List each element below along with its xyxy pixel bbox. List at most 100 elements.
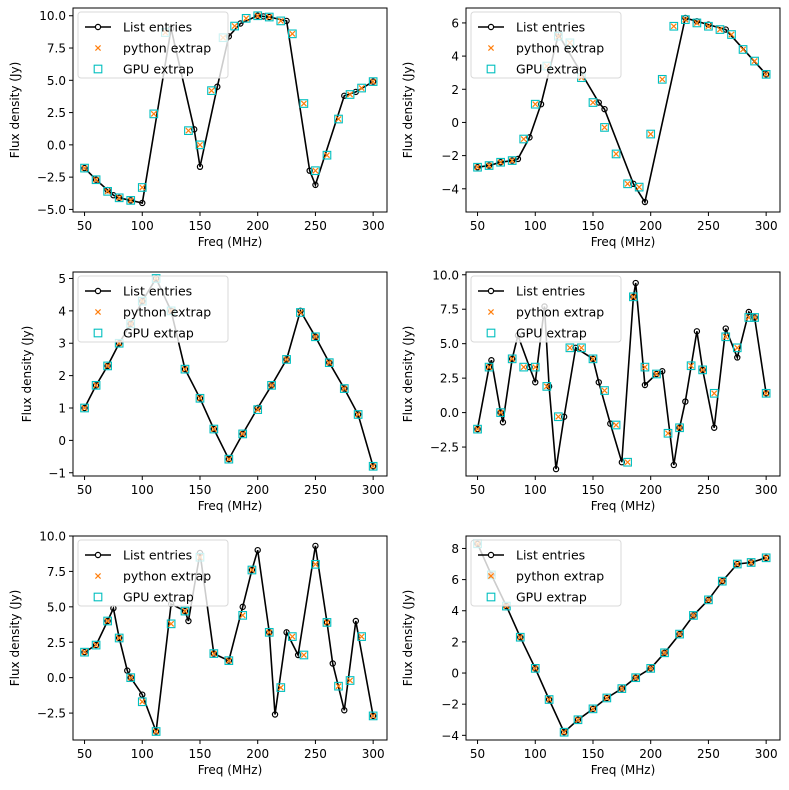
x-tick-label: 300 [362, 219, 385, 233]
data-point-python-extrap [355, 411, 362, 418]
data-point-list-entries [682, 398, 689, 405]
data-point-python-extrap [690, 612, 697, 619]
data-point-list-entries [537, 100, 545, 108]
data-point-python-extrap [532, 101, 539, 108]
data-point-gpu-extrap [588, 354, 598, 364]
data-point-gpu-extrap [704, 21, 713, 31]
data-point-list-entries [92, 176, 100, 183]
y-axis-label: Flux density (Jy) [401, 326, 415, 423]
data-point-list-entries [369, 712, 377, 720]
data-point-gpu-extrap [640, 362, 650, 372]
x-tick-label: 150 [582, 483, 605, 497]
data-point-gpu-extrap [717, 576, 727, 586]
data-point-python-extrap [370, 712, 377, 719]
data-point-python-extrap [520, 135, 527, 143]
data-point-gpu-extrap [602, 693, 612, 703]
data-point-python-extrap [711, 390, 718, 397]
data-point-python-extrap [497, 159, 504, 166]
data-point-gpu-extrap [542, 382, 552, 391]
data-point-gpu-extrap [287, 29, 297, 39]
data-point-list-entries [601, 105, 608, 113]
data-point-list-entries [283, 356, 290, 363]
data-point-list-entries [139, 691, 146, 698]
x-tick-label: 50 [470, 219, 485, 233]
legend-marker-list-entries [94, 23, 102, 31]
data-point-python-extrap [509, 157, 516, 164]
data-point-python-extrap [624, 180, 631, 187]
data-point-list-entries [254, 12, 261, 19]
data-point-list-entries [747, 559, 755, 566]
legend-label: List entries [516, 20, 585, 35]
plot-frame [72, 271, 388, 477]
legend-marker-list-entries [487, 23, 495, 31]
legend-marker-gpu-extrap [486, 328, 496, 338]
data-point-list-entries [641, 381, 649, 389]
data-point-python-extrap [763, 390, 770, 397]
data-point-gpu-extrap [617, 684, 627, 693]
data-point-list-entries [341, 92, 348, 99]
data-point-gpu-extrap [496, 157, 505, 167]
legend-label: python extrap [516, 41, 604, 56]
data-point-list-entries [239, 430, 246, 438]
data-point-list-entries [329, 660, 336, 667]
legend-label: GPU extrap [123, 326, 194, 341]
y-axis-label: Flux density (Jy) [401, 590, 415, 687]
data-point-gpu-extrap [646, 129, 656, 139]
y-tick-label: 6 [451, 16, 459, 30]
data-point-python-extrap [266, 629, 273, 636]
data-point-gpu-extrap [238, 429, 248, 439]
y-tick-label: 0 [451, 667, 459, 681]
data-point-python-extrap [613, 150, 620, 157]
legend-marker-python-extrap [94, 572, 102, 580]
data-point-list-entries [127, 197, 134, 204]
data-point-list-entries [312, 333, 319, 340]
data-point-gpu-extrap [224, 454, 234, 464]
data-point-python-extrap [728, 31, 735, 38]
data-point-gpu-extrap [623, 179, 632, 189]
data-point-python-extrap [81, 649, 88, 656]
data-point-gpu-extrap [588, 704, 598, 714]
legend-label: List entries [516, 548, 585, 563]
data-point-python-extrap [509, 355, 516, 362]
data-point-python-extrap [705, 23, 712, 30]
data-point-python-extrap [664, 430, 672, 437]
data-point-python-extrap [116, 194, 123, 201]
data-point-python-extrap [150, 110, 157, 117]
data-point-python-extrap [268, 382, 275, 389]
data-point-gpu-extrap [299, 99, 309, 108]
data-point-python-extrap [751, 58, 758, 65]
chart-panel-5: 50 100 150 200 250 300 −2.5 0.0 2.5 5.0 7.5 10.0 Fre… [8, 530, 388, 777]
y-tick-label: −5.0 [37, 203, 66, 217]
legend-label: GPU extrap [123, 590, 194, 605]
data-point-list-entries [196, 395, 204, 402]
y-tick-label: 0 [58, 434, 66, 448]
data-point-gpu-extrap [345, 90, 355, 99]
data-point-gpu-extrap [634, 182, 644, 192]
data-point-python-extrap [624, 459, 631, 466]
data-point-python-extrap [81, 404, 88, 412]
data-point-list-entries [225, 657, 233, 664]
data-point-python-extrap [370, 463, 377, 470]
data-point-list-entries [526, 363, 533, 371]
data-point-python-extrap [632, 674, 639, 681]
data-point-python-extrap [532, 665, 539, 672]
data-point-gpu-extrap [738, 45, 748, 54]
legend-box [77, 11, 229, 79]
data-point-python-extrap [636, 184, 643, 191]
data-point-python-extrap [139, 184, 146, 191]
legend-label: GPU extrap [123, 62, 194, 77]
data-point-gpu-extrap [334, 681, 343, 691]
data-point-python-extrap [312, 167, 319, 174]
legend: List entries python extrap GPU extrap [470, 275, 622, 343]
data-point-gpu-extrap [91, 175, 101, 185]
data-point-python-extrap [647, 665, 654, 672]
data-point-list-entries [762, 554, 770, 562]
data-point-gpu-extrap [573, 715, 583, 725]
data-point-gpu-extrap [732, 559, 742, 569]
data-point-list-entries [294, 651, 302, 659]
chart-panel-2: 50 100 150 200 250 300 −4 −2 0 2 4 6 Freq (MHz) Flux … [401, 7, 781, 249]
legend: List entries python extrap GPU extrap [470, 11, 622, 79]
data-point-list-entries [693, 328, 701, 335]
data-point-gpu-extrap [761, 553, 771, 563]
data-point-python-extrap [277, 17, 284, 24]
